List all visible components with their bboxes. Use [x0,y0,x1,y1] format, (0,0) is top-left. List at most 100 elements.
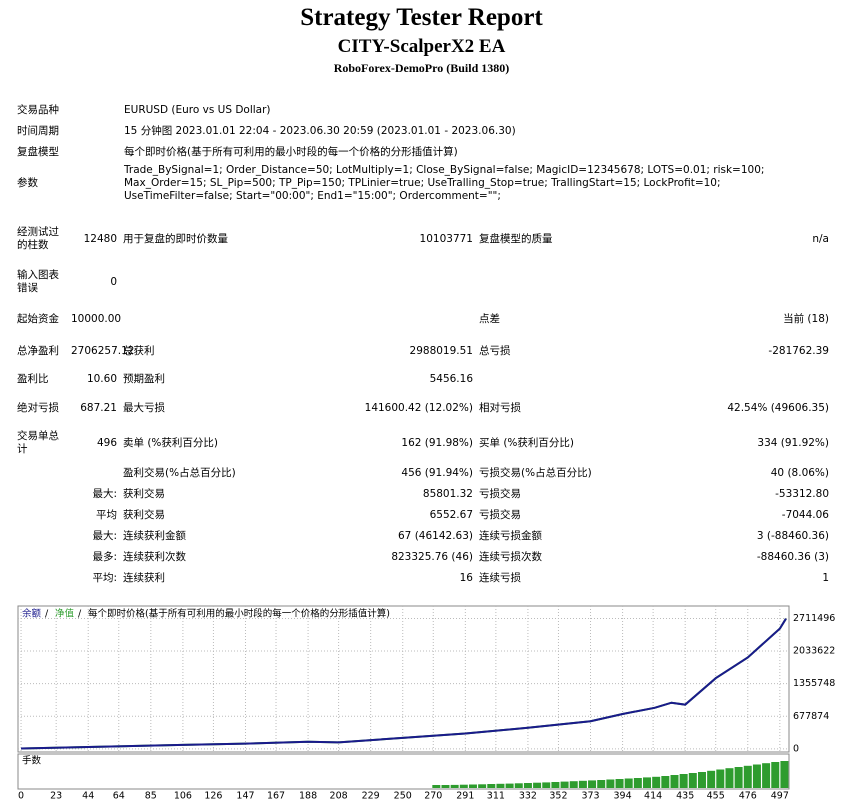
stat-value: 141600.42 (12.02%) [364,401,473,414]
y-tick-label: 0 [793,743,799,754]
stat-label: 总获利 [123,344,155,357]
stat-value: 85801.32 [422,488,473,500]
stat-label: 连续亏损金额 [479,530,542,542]
lot-bar [441,785,450,788]
lot-bar [468,784,477,788]
stat-label: 卖单 (%获利百分比) [123,436,219,449]
stat-value: -88460.36 (3) [756,551,829,563]
x-tick-label: 167 [267,791,285,802]
legend-entry: 净值 [55,608,75,620]
stat-value: 10103771 [419,232,473,245]
lot-bar [597,780,606,788]
lot-bar [762,763,771,788]
stat-label: 绝对亏损 [17,401,59,414]
stat-label: 输入图表错误 [17,269,59,294]
lot-bar [432,785,441,788]
stat-value: 平均: [92,572,117,584]
stats-row: 绝对亏损 687.21 最大亏损 141600.42 (12.02%) 相对亏损 42.5… [14,392,832,424]
stat-value: 最多: [92,551,117,563]
chart: 0 677874 1355748 2033622 2711496 0 23 44 64 85 106… [17,605,835,802]
stat-label [14,462,68,484]
stat-value: -281762.39 [768,344,829,357]
stat-label [14,484,68,505]
stat-label: 最大亏损 [123,401,165,414]
lots-frame [17,753,790,790]
legend-entry: 余额 [22,608,42,620]
x-tick-label: 44 [82,791,94,802]
lot-bar [670,775,679,788]
stat-value: 12480 [83,232,117,245]
stat-value: 2706257.12 [71,344,135,357]
lot-bar [560,781,569,788]
stat-value: 6552.67 [429,509,473,521]
stat-value: 5456.16 [429,372,473,385]
lot-bar [771,762,780,788]
stats-row: 总净盈利 2706257.12 总获利 2988019.51 总亏损 -281762.39 [14,336,832,366]
stat-value: 162 (91.98%) [401,436,473,449]
stats-row: 平均: 连续获利 16 连续亏损 1 [14,568,832,589]
lot-bar [661,776,670,788]
legend-separator: / [78,609,82,620]
x-tick-label: 229 [362,791,380,802]
lot-bar [450,784,459,788]
x-tick-label: 291 [456,791,474,802]
stat-label [14,547,68,568]
stat-value: 16 [459,572,473,584]
plot-frame [17,605,790,753]
stat-value: -7044.06 [781,509,829,521]
lot-bar [707,770,716,788]
stat-value: 42.54% (49606.35) [727,401,829,414]
stat-label: 相对亏损 [479,401,521,414]
x-tick-label: 497 [771,791,789,802]
y-tick-label: 2711496 [793,613,835,624]
lot-bar [743,765,752,788]
stat-label: 买单 (%获利百分比) [479,436,575,449]
lot-bar [478,784,487,788]
stats-table: 经测试过的柱数 12480 用于复盘的即时价数量 10103771 复盘模型的质量 n/a… [14,216,832,589]
x-tick-label: 455 [707,791,725,802]
info-row: 时间周期 15 分钟图 2023.01.01 22:04 - 2023.06.30… [14,121,826,142]
info-label: 时间周期 [17,125,59,137]
stat-value: 2988019.51 [409,344,473,357]
stat-label: 预期盈利 [123,372,165,385]
x-tick-label: 332 [519,791,537,802]
lot-bar [688,773,697,788]
stat-value [300,302,476,336]
chart-subtitle: 每个即时价格(基于所有可利用的最小时段的每一个价格的分形插值计算) [88,608,390,620]
info-row: 交易品种 EURUSD (Euro vs US Dollar) [14,100,826,121]
report-title: Strategy Tester Report [300,4,543,31]
lot-bar [652,776,661,788]
legend-separator: / [45,609,49,620]
y-tick-label: 677874 [793,711,829,722]
info-label: 复盘模型 [17,146,59,158]
stats-row: 输入图表错误 0 [14,262,832,302]
stat-label: 点差 [479,312,500,325]
build-info: RoboForex-DemoPro (Build 1380) [333,61,510,75]
x-tick-label: 188 [299,791,317,802]
stat-label: 亏损交易 [479,509,521,521]
stat-label: 连续获利 [123,572,165,584]
lot-bar [725,768,734,788]
y-tick-label: 2033622 [793,646,835,657]
lot-bar [615,779,624,788]
stat-label: 总净盈利 [17,344,59,357]
stat-value: 10000.00 [71,312,122,325]
lot-bar [523,783,532,788]
stat-label [120,302,300,336]
info-value: 每个即时价格(基于所有可利用的最小时段的每一个价格的分形插值计算) [124,146,458,158]
lot-bar [569,781,578,788]
stat-label: 用于复盘的即时价数量 [123,232,228,245]
stat-value: -53312.80 [775,488,829,500]
lot-bar [752,764,761,788]
lot-bar [606,779,615,788]
info-label: 参数 [17,177,38,189]
x-tick-label: 0 [18,791,24,802]
stats-row: 最大: 获利交易 85801.32 亏损交易 -53312.80 [14,484,832,505]
x-tick-label: 373 [581,791,599,802]
x-tick-label: 352 [549,791,567,802]
info-row: 复盘模型 每个即时价格(基于所有可利用的最小时段的每一个价格的分形插值计算) [14,142,826,163]
x-tick-label: 126 [204,791,222,802]
stat-value: 平均 [96,509,117,521]
stat-label [14,505,68,526]
report-subtitle: CITY-ScalperX2 EA [337,36,506,57]
